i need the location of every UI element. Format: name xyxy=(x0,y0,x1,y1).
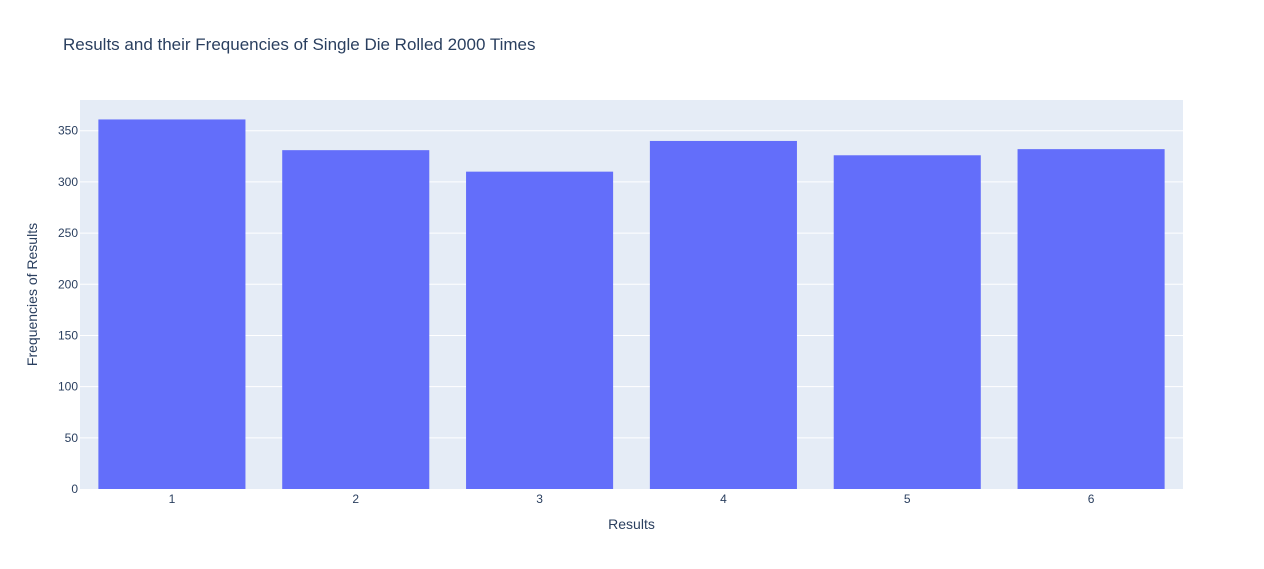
x-tick-label: 2 xyxy=(352,492,359,506)
x-tick-label: 3 xyxy=(536,492,543,506)
x-axis-ticks: 1 2 3 4 5 6 xyxy=(169,492,1095,506)
bar-2[interactable] xyxy=(282,150,430,489)
bar-1[interactable] xyxy=(98,119,246,489)
x-axis-title: Results xyxy=(608,516,655,532)
x-tick-label: 6 xyxy=(1088,492,1095,506)
bar-4[interactable] xyxy=(649,140,797,489)
x-tick-label: 4 xyxy=(720,492,727,506)
bars xyxy=(98,119,1165,490)
bar-5[interactable] xyxy=(833,155,981,490)
x-tick-label: 5 xyxy=(904,492,911,506)
bar-3[interactable] xyxy=(466,171,614,489)
y-tick-label: 300 xyxy=(58,175,78,189)
y-tick-label: 100 xyxy=(58,380,78,394)
plot-area xyxy=(80,100,1183,489)
x-tick-label: 1 xyxy=(169,492,176,506)
y-tick-label: 0 xyxy=(71,482,78,496)
y-tick-label: 50 xyxy=(65,431,79,445)
y-tick-label: 250 xyxy=(58,226,78,240)
y-tick-label: 200 xyxy=(58,277,78,291)
chart-title: Results and their Frequencies of Single … xyxy=(63,35,535,54)
bar-6[interactable] xyxy=(1017,149,1165,489)
y-axis-title: Frequencies of Results xyxy=(24,223,40,366)
y-gridlines xyxy=(80,130,1183,439)
y-axis-ticks: 0 50 100 150 200 250 300 350 xyxy=(58,124,78,496)
y-tick-label: 150 xyxy=(58,328,78,342)
y-tick-label: 350 xyxy=(58,124,78,138)
